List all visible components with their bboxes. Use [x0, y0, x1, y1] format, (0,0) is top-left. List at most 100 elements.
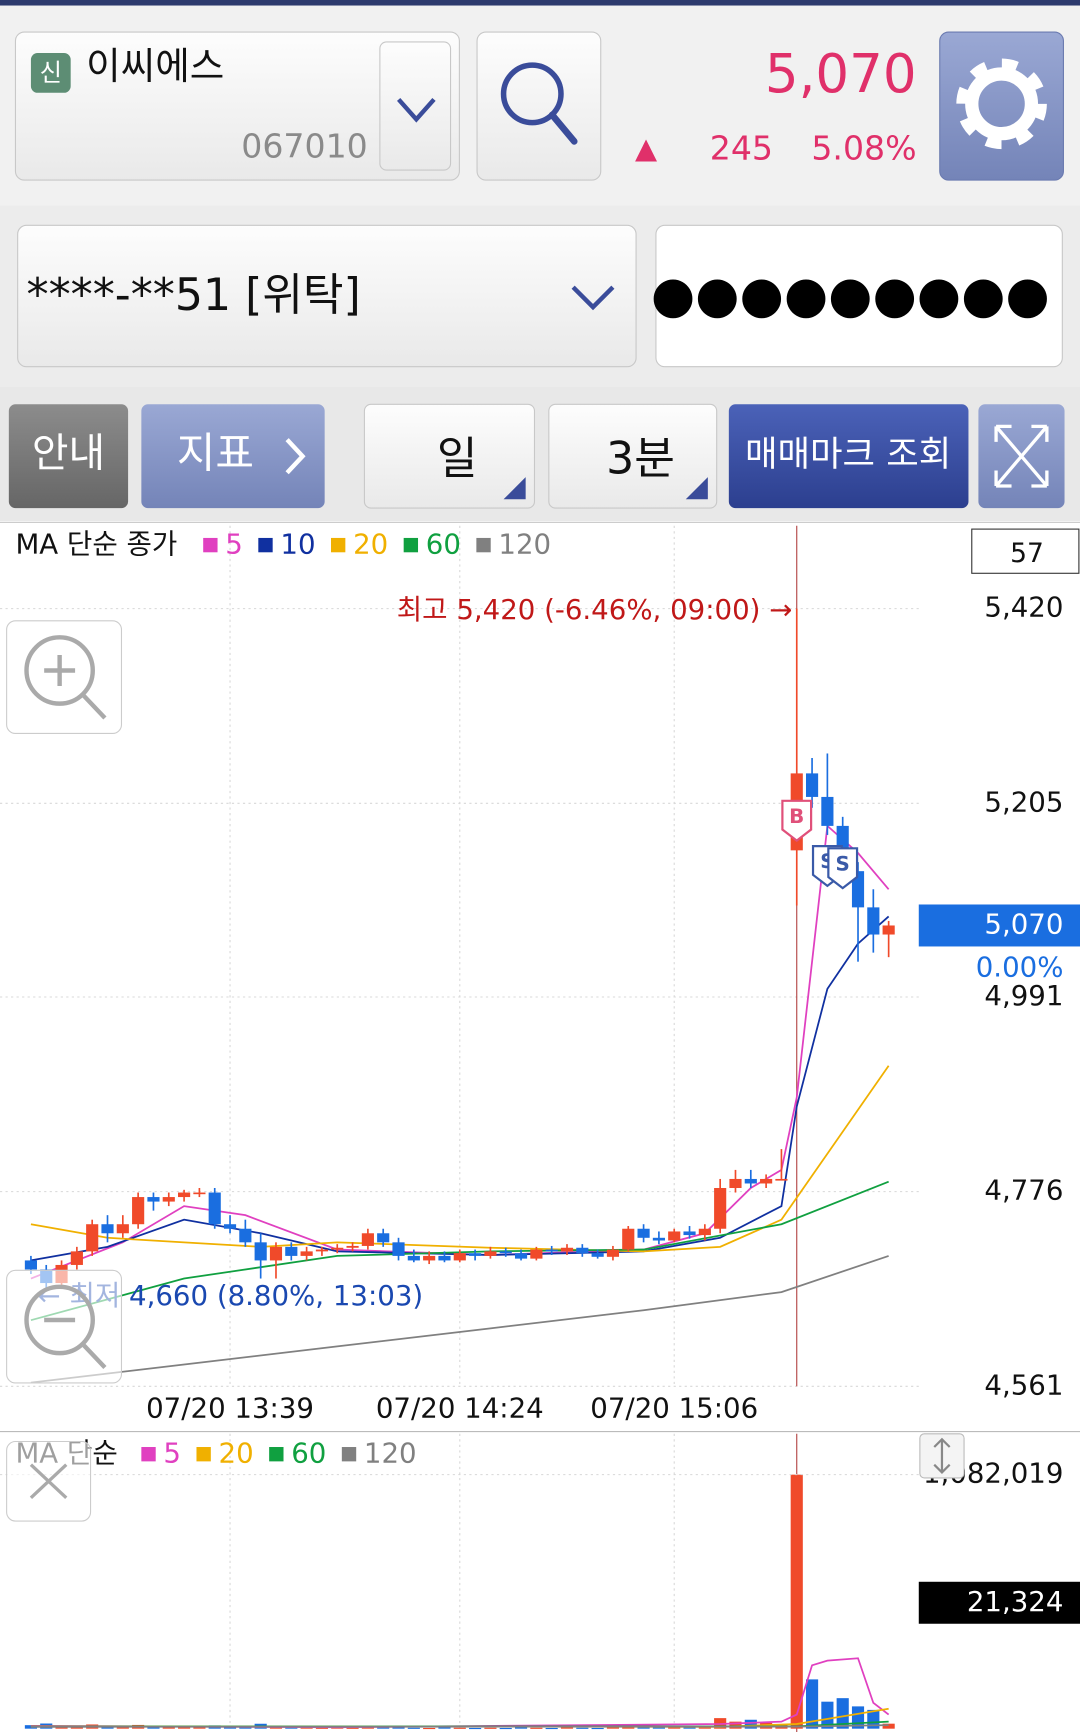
close-panel-button[interactable] [6, 1440, 92, 1522]
zoom-in-button[interactable] [6, 620, 123, 735]
candle-body [315, 1249, 329, 1252]
candle-body [729, 1178, 742, 1189]
y-tick-label: 4,776 [984, 1174, 1063, 1207]
legend-entry: 10 [280, 528, 315, 561]
expand-button[interactable] [978, 404, 1065, 509]
legend-swatch [330, 537, 346, 553]
candle-body [606, 1249, 620, 1257]
search-button[interactable] [476, 31, 602, 181]
settings-button[interactable] [939, 31, 1064, 181]
candle-body [162, 1197, 175, 1202]
stock-name: 이씨에스 [86, 44, 224, 88]
settings-box[interactable] [939, 31, 1064, 181]
legend-entry: 120 [498, 528, 551, 561]
candle-body [545, 1249, 558, 1252]
y-tick-label: 4,991 [984, 979, 1063, 1012]
candle-body [591, 1253, 604, 1257]
legend-entry: 20 [353, 528, 388, 561]
trade-mark-button[interactable] [728, 404, 969, 509]
candle-body [178, 1192, 191, 1198]
candle-body [637, 1228, 650, 1238]
candle-body [576, 1247, 589, 1254]
search-box[interactable] [476, 31, 602, 181]
gear-teeth [956, 58, 1047, 150]
candle-body [821, 796, 834, 826]
candle-body [361, 1233, 374, 1246]
ma-line [30, 1724, 889, 1728]
volume-bar [805, 1679, 819, 1729]
badge: 신 [40, 58, 62, 87]
count: 57 [1010, 538, 1044, 569]
password: ●●●●●●●●● [651, 265, 1050, 324]
account-box[interactable] [17, 224, 637, 368]
corner-marker [685, 477, 708, 500]
resize-button[interactable] [919, 1433, 965, 1479]
candle-body [453, 1253, 466, 1261]
legend-title: MA 단순 종가 [15, 528, 177, 561]
change-pct: 5.08% [811, 129, 916, 168]
resize-icon [933, 1437, 951, 1474]
volume-bar [668, 1726, 681, 1729]
candle-body [86, 1224, 99, 1252]
stock-box[interactable] [14, 31, 460, 181]
volume-bar [591, 1727, 604, 1730]
high-annotation: 최고 5,420 (-6.46%, 09:00) → [397, 593, 793, 626]
y-tick-label: 5,420 [984, 591, 1063, 624]
interval-button[interactable] [548, 403, 718, 509]
legend-swatch [141, 1447, 156, 1462]
candle-body [530, 1249, 543, 1259]
chevron-icon [285, 438, 306, 475]
volume-bar [530, 1727, 543, 1729]
volume-bar [821, 1701, 834, 1729]
ma-line [30, 1255, 889, 1384]
volume-bar [698, 1727, 711, 1729]
volume-bar [560, 1727, 574, 1729]
current-volume-box [918, 1581, 1080, 1624]
dropdown-button[interactable] [379, 41, 452, 171]
period-button[interactable] [363, 403, 536, 509]
candle-body [438, 1255, 451, 1261]
candle-body [208, 1192, 221, 1225]
legend-entry: 20 [219, 1437, 254, 1470]
volume-bar [162, 1727, 175, 1729]
candle-body [223, 1224, 237, 1229]
volume-bar [499, 1727, 512, 1730]
volume-bar [576, 1727, 589, 1729]
volume-bar [790, 1474, 803, 1729]
candle-body [392, 1242, 405, 1256]
volume-bar [545, 1727, 558, 1730]
candle-body [668, 1231, 681, 1241]
volume-bar [346, 1727, 359, 1729]
candle-body [560, 1247, 574, 1252]
info-label: 안내 [32, 431, 105, 477]
y-tick-label: 5,205 [984, 785, 1063, 818]
stock-selector[interactable]: 신 이씨에스 067010 [14, 31, 460, 181]
volume-bar [193, 1727, 206, 1729]
chevron-icon [571, 285, 615, 311]
volume-bar [392, 1726, 405, 1729]
zoom-out-button[interactable] [6, 1269, 123, 1384]
legend-swatch [203, 537, 218, 553]
candle-body [147, 1197, 160, 1202]
legend-swatch [476, 537, 491, 553]
search-icon-handle [548, 111, 578, 145]
candle-body [514, 1253, 528, 1259]
info-button[interactable] [8, 404, 129, 509]
current-price: 5,070 [765, 43, 917, 105]
password-box[interactable] [655, 224, 1063, 368]
status-strip [0, 0, 1080, 6]
candle-body [775, 1178, 788, 1181]
candle-body [407, 1255, 420, 1261]
account-selector[interactable]: ****-**51 [위탁] [17, 224, 637, 368]
account-number: ****-**51 [위탁] [27, 270, 361, 321]
period-label: 일 [437, 434, 478, 485]
legend-entry: 5 [225, 528, 243, 561]
candle-body [499, 1251, 512, 1254]
candle-body [760, 1178, 773, 1184]
trade-mark [781, 799, 813, 842]
legend-entry: 5 [163, 1437, 181, 1470]
indicator-button[interactable] [141, 404, 325, 509]
trade-mark [827, 847, 859, 890]
indicator-label: 지표 [177, 429, 254, 478]
